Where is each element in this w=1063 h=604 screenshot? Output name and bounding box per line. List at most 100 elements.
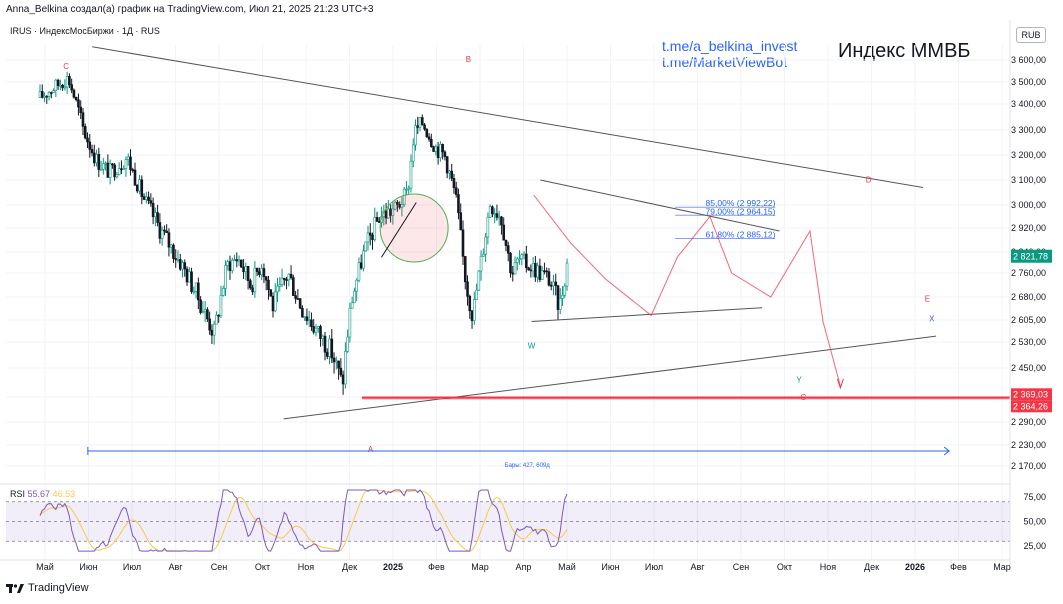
wave-label: E [925, 295, 930, 304]
candle-body [441, 144, 444, 153]
rsi-axis-tick: 50,00 [1023, 517, 1046, 527]
candle-body [468, 295, 472, 312]
date-range-arrowhead [943, 446, 950, 456]
candle-body [482, 253, 485, 257]
time-axis-tick: Май [558, 562, 576, 572]
candle-body [409, 160, 413, 189]
time-axis-tick: 2026 [905, 562, 925, 572]
candle-body [337, 360, 340, 369]
candle-body [475, 289, 478, 300]
candle-body [375, 217, 379, 222]
candle-body [113, 164, 116, 178]
candle-body [538, 265, 542, 280]
candle-body [273, 291, 277, 312]
candle-body [314, 327, 318, 333]
candle-body [402, 188, 406, 205]
candle-body [371, 234, 374, 241]
time-axis-tick: Сен [733, 562, 750, 572]
candle-body [463, 256, 467, 283]
candle-body [430, 139, 433, 147]
candle-body [147, 196, 150, 201]
candle-body [194, 282, 198, 292]
candle-body [74, 96, 78, 101]
currency-button[interactable]: RUB [1016, 27, 1046, 43]
time-axis-tick: Май [36, 562, 54, 572]
date-range-note: Бары: 427, 609д [505, 463, 551, 469]
time-axis-tick: Дек [342, 562, 357, 572]
candle-body [135, 185, 139, 192]
candle-body [531, 263, 535, 272]
candle-body [237, 259, 241, 262]
candle-body [353, 290, 356, 304]
candle-body [509, 252, 512, 274]
candle-body [405, 188, 408, 191]
candle-body [56, 79, 60, 86]
rsi-axis-tick: 25,00 [1023, 541, 1046, 551]
time-axis-tick: Ноя [820, 562, 837, 572]
price-axis-tick: 3 300,00 [1011, 125, 1046, 135]
link-telegram-1[interactable]: t.me/a_belkina_invest [662, 38, 798, 54]
candle-body [436, 146, 440, 159]
candle-body [536, 265, 539, 278]
price-axis-tick: 2 170,00 [1011, 461, 1046, 471]
inner-trendline-lower [531, 307, 763, 322]
candle-body [253, 267, 257, 293]
fib-level-label: 85,00% (2 992,22) [706, 198, 776, 208]
candle-body [244, 265, 248, 273]
candle-body [167, 232, 171, 248]
wave-label: X [929, 314, 935, 323]
candle-body [289, 273, 293, 278]
candle-body [81, 112, 85, 127]
candle-body [90, 149, 94, 154]
candle-body [504, 239, 508, 246]
support-tag-1 [1011, 388, 1052, 401]
candle-body [210, 329, 214, 336]
last-price-tag [1011, 249, 1052, 263]
candle-body [65, 76, 69, 88]
candle-body [391, 208, 395, 216]
candle-body [59, 84, 62, 87]
wave-arrowhead [836, 378, 844, 390]
candle-body [511, 272, 515, 275]
symbol-line[interactable]: IRUS · ИндексМосБиржи · 1Д · RUS [10, 26, 160, 36]
candle-body [344, 351, 347, 385]
candle-body [187, 271, 191, 283]
candle-body [312, 326, 316, 333]
candle-body [529, 269, 533, 272]
candle-body [348, 307, 352, 338]
tradingview-footer[interactable]: TradingView [6, 582, 89, 594]
candle-body [251, 287, 254, 293]
candle-body [282, 277, 286, 280]
price-axis-tick: 3 100,00 [1011, 175, 1046, 185]
candle-body [124, 159, 128, 169]
candle-body [117, 168, 121, 176]
candle-body [473, 299, 476, 321]
last-price-label: 2 821,78 [1013, 252, 1048, 262]
price-axis-tick: 3 400,00 [1011, 99, 1046, 109]
candle-body [325, 351, 329, 357]
candle-body [294, 295, 297, 299]
candle-body [423, 124, 426, 130]
candle-body [477, 270, 481, 291]
candle-body [52, 90, 55, 93]
candle-body [355, 279, 358, 292]
time-axis-tick: Ноя [298, 562, 315, 572]
candle-body [486, 216, 490, 238]
candle-body [215, 314, 218, 325]
candle-body [192, 291, 196, 293]
price-axis-tick: 2 760,00 [1011, 268, 1046, 278]
candle-body [38, 91, 42, 98]
candle-body [269, 289, 273, 297]
drawings: 85,00% (2 992,22)79,00% (2 964,15) 61,80%… [63, 46, 1010, 469]
time-axis-tick: Авг [690, 562, 705, 572]
candle-body [163, 229, 166, 232]
candle-body [235, 259, 239, 262]
time-axis-tick: Окт [255, 562, 270, 572]
candle-body [558, 298, 562, 310]
price-axis-tick: 2 605,00 [1011, 315, 1046, 325]
link-telegram-2[interactable]: t.me/MarketViewBot [662, 54, 788, 70]
candle-body [203, 309, 207, 313]
candle-body [457, 194, 460, 214]
price-axis-tick: 2 450,00 [1011, 363, 1046, 373]
